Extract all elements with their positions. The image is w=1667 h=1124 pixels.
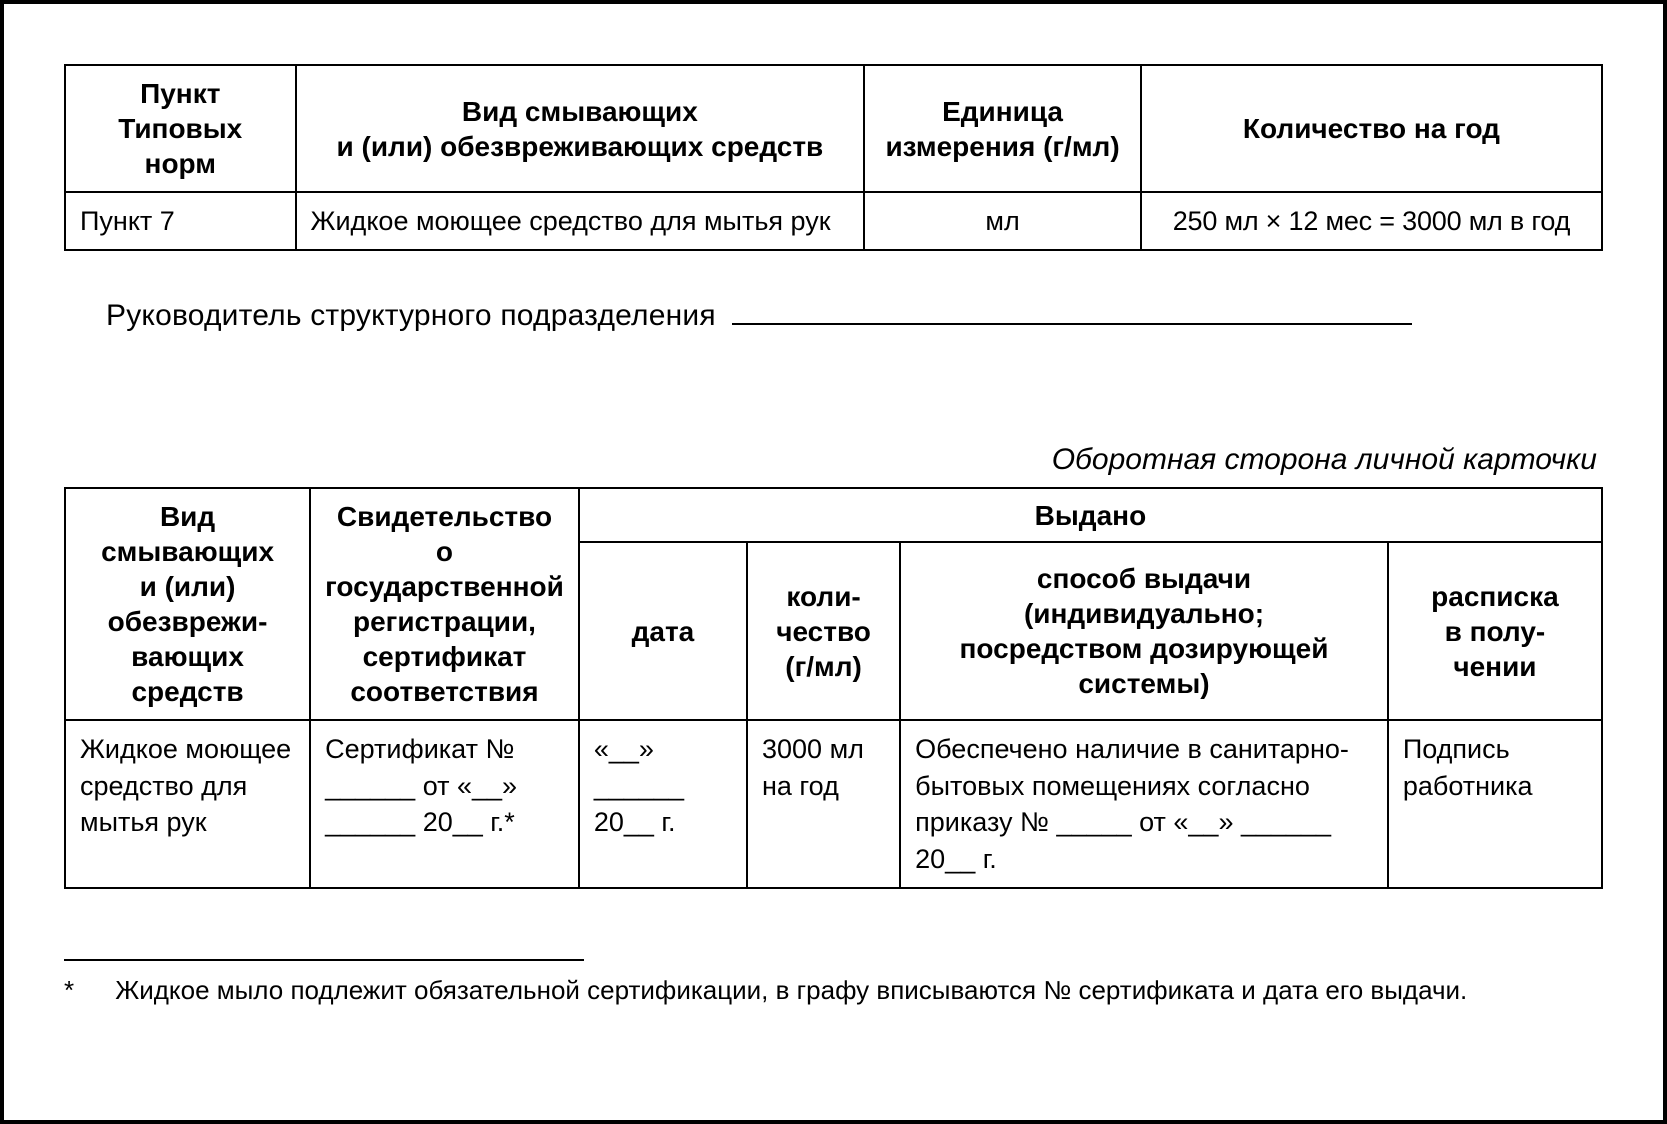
cell-norm-point: Пункт 7 [65, 192, 296, 250]
table-row: Пункт 7 Жидкое моющее средство для мытья… [65, 192, 1602, 250]
col-header-qty-year: Количество на год [1141, 65, 1602, 192]
table-row: Пункт Типовых норм Вид смывающих и (или)… [65, 65, 1602, 192]
cell-agent-type: Жидкое моющее средство для мытья рук [296, 192, 865, 250]
cell-date: «__» ______ 20__ г. [579, 720, 747, 888]
issuance-table: Вид смывающих и (или) обезврежи- вающих … [64, 487, 1603, 889]
footnote: * Жидкое мыло подлежит обязательной серт… [108, 975, 1603, 1006]
col-header-agent-type: Вид смывающих и (или) обезвреживающих ср… [296, 65, 865, 192]
back-side-title: Оборотная сторона личной карточки [64, 443, 1597, 477]
cell-qty-year: 250 мл × 12 мес = 3000 мл в год [1141, 192, 1602, 250]
col-header-method: способ выдачи (индивидуально; посредство… [900, 542, 1388, 720]
col-header-certificate: Свидетельство о государственной регистра… [310, 488, 579, 720]
cell-method: Обеспечено наличие в санитарно-бытовых п… [900, 720, 1388, 888]
cell-qty: 3000 мл на год [747, 720, 900, 888]
col-header-date: дата [579, 542, 747, 720]
col-header-norm-point: Пункт Типовых норм [65, 65, 296, 192]
col-header-unit: Единица измерения (г/мл) [864, 65, 1141, 192]
col-header-receipt: расписка в полу- чении [1388, 542, 1602, 720]
col-header-issued-group: Выдано [579, 488, 1602, 542]
cell-agent-type: Жидкое моющее средство для мытья рук [65, 720, 310, 888]
norms-table: Пункт Типовых норм Вид смывающих и (или)… [64, 64, 1603, 251]
cell-receipt: Подпись работника [1388, 720, 1602, 888]
cell-certificate: Сертификат № ______ от «__» ______ 20__ … [310, 720, 579, 888]
document-page: Пункт Типовых норм Вид смывающих и (или)… [0, 0, 1667, 1124]
col-header-qty: коли- чество (г/мл) [747, 542, 900, 720]
table-row: Вид смывающих и (или) обезврежи- вающих … [65, 488, 1602, 542]
footnote-rule [64, 959, 584, 961]
col-header-agent-type: Вид смывающих и (или) обезврежи- вающих … [65, 488, 310, 720]
signature-line: Руководитель структурного подразделения [106, 299, 1603, 333]
footnote-text: Жидкое мыло подлежит обязательной сертиф… [115, 975, 1467, 1005]
signature-underline [732, 323, 1412, 325]
table-row: Жидкое моющее средство для мытья рук Сер… [65, 720, 1602, 888]
signature-label: Руководитель структурного подразделения [106, 299, 716, 332]
cell-unit: мл [864, 192, 1141, 250]
footnote-marker: * [86, 975, 108, 1006]
